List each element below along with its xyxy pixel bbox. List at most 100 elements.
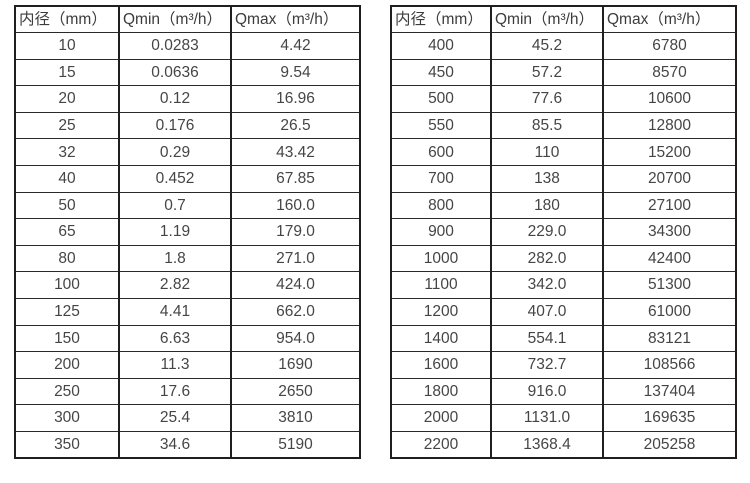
table-cell: 600 bbox=[391, 138, 491, 166]
table-cell: 200 bbox=[15, 351, 119, 379]
table-cell: 954.0 bbox=[230, 324, 360, 352]
table-cell: 42400 bbox=[602, 244, 736, 272]
table-cell: 40 bbox=[15, 165, 119, 193]
table-cell: 1800 bbox=[391, 377, 491, 405]
table-cell: 4.41 bbox=[118, 298, 231, 326]
table-row: 1400 554.1 83121 bbox=[391, 324, 736, 352]
table-row: 15 0.0636 9.54 bbox=[15, 58, 360, 86]
table-cell: 350 bbox=[15, 431, 119, 459]
table-cell: 1690 bbox=[230, 351, 360, 379]
table-cell: 4.42 bbox=[230, 32, 360, 60]
table-row: 32 0.29 43.42 bbox=[15, 138, 360, 166]
table-cell: 77.6 bbox=[490, 85, 603, 113]
table-cell: 250 bbox=[15, 377, 119, 405]
table-cell: 67.85 bbox=[230, 165, 360, 193]
flow-rate-table-large-diameters: 内径（mm） Qmin（m³/h） Qmax（m³/h） 400 45.2 6780 45… bbox=[390, 5, 737, 460]
table-cell: 0.0283 bbox=[118, 32, 231, 60]
table-cell: 6780 bbox=[602, 32, 736, 60]
column-header: 内径（mm） bbox=[19, 10, 107, 28]
table-cell: 342.0 bbox=[490, 271, 603, 299]
table-header-row: 内径（mm） Qmin（m³/h） Qmax（m³/h） bbox=[15, 6, 360, 33]
table-row: 25 0.176 26.5 bbox=[15, 111, 360, 139]
table-cell: 10 bbox=[15, 32, 119, 60]
table-cell: 1131.0 bbox=[490, 404, 603, 432]
table-cell: 662.0 bbox=[230, 298, 360, 326]
table-row: 500 77.6 10600 bbox=[391, 85, 736, 113]
table-cell: 6.63 bbox=[118, 324, 231, 352]
table-cell: 9.54 bbox=[230, 58, 360, 86]
table-cell: 0.176 bbox=[118, 111, 231, 139]
table-cell: 180 bbox=[490, 191, 603, 219]
table-cell: 450 bbox=[391, 58, 491, 86]
table-cell: 160.0 bbox=[230, 191, 360, 219]
table-cell: 0.12 bbox=[118, 85, 231, 113]
table-cell: 137404 bbox=[602, 377, 736, 405]
table-cell: 65 bbox=[15, 218, 119, 246]
table-cell: 0.29 bbox=[118, 138, 231, 166]
table-cell: 45.2 bbox=[490, 32, 603, 60]
table-row: 800 180 27100 bbox=[391, 191, 736, 219]
table-cell: 80 bbox=[15, 244, 119, 272]
table-cell: 2.82 bbox=[118, 271, 231, 299]
table-cell: 300 bbox=[15, 404, 119, 432]
table-cell: 500 bbox=[391, 85, 491, 113]
table-row: 1600 732.7 108566 bbox=[391, 351, 736, 379]
table-row: 250 17.6 2650 bbox=[15, 377, 360, 405]
table-cell: 1.8 bbox=[118, 244, 231, 272]
table-cell: 1368.4 bbox=[490, 431, 603, 459]
table-row: 700 138 20700 bbox=[391, 165, 736, 193]
table-cell: 800 bbox=[391, 191, 491, 219]
table-row: 1000 282.0 42400 bbox=[391, 244, 736, 272]
flow-rate-table-small-diameters: 内径（mm） Qmin（m³/h） Qmax（m³/h） 10 0.0283 4.42 1… bbox=[14, 5, 361, 460]
table-cell: 20700 bbox=[602, 165, 736, 193]
table-row: 80 1.8 271.0 bbox=[15, 244, 360, 272]
table-cell: 61000 bbox=[602, 298, 736, 326]
table-cell: 100 bbox=[15, 271, 119, 299]
table-cell: 700 bbox=[391, 165, 491, 193]
table-cell: 16.96 bbox=[230, 85, 360, 113]
table-row: 600 110 15200 bbox=[391, 138, 736, 166]
table-row: 1200 407.0 61000 bbox=[391, 298, 736, 326]
column-header: Qmin（m³/h） bbox=[118, 6, 231, 33]
table-cell: 554.1 bbox=[490, 324, 603, 352]
table-cell: 25.4 bbox=[118, 404, 231, 432]
table-cell: 229.0 bbox=[490, 218, 603, 246]
table-cell: 550 bbox=[391, 111, 491, 139]
table-row: 100 2.82 424.0 bbox=[15, 271, 360, 299]
table-cell: 150 bbox=[15, 324, 119, 352]
table-cell: 17.6 bbox=[118, 377, 231, 405]
table-cell: 179.0 bbox=[230, 218, 360, 246]
table-row: 20 0.12 16.96 bbox=[15, 85, 360, 113]
table-cell: 15200 bbox=[602, 138, 736, 166]
table-row: 50 0.7 160.0 bbox=[15, 191, 360, 219]
table-row: 200 11.3 1690 bbox=[15, 351, 360, 379]
table-cell: 10600 bbox=[602, 85, 736, 113]
table-row: 400 45.2 6780 bbox=[391, 32, 736, 60]
table-row: 1100 342.0 51300 bbox=[391, 271, 736, 299]
table-cell: 32 bbox=[15, 138, 119, 166]
table-row: 125 4.41 662.0 bbox=[15, 298, 360, 326]
table-row: 1800 916.0 137404 bbox=[391, 377, 736, 405]
table-cell: 15 bbox=[15, 58, 119, 86]
table-cell: 138 bbox=[490, 165, 603, 193]
table-row: 150 6.63 954.0 bbox=[15, 324, 360, 352]
table-cell: 400 bbox=[391, 32, 491, 60]
table-cell: 20 bbox=[15, 85, 119, 113]
table-row: 65 1.19 179.0 bbox=[15, 218, 360, 246]
table-cell: 12800 bbox=[602, 111, 736, 139]
table-cell: 169635 bbox=[602, 404, 736, 432]
table-cell: 1400 bbox=[391, 324, 491, 352]
table-cell: 108566 bbox=[602, 351, 736, 379]
table-cell: 25 bbox=[15, 111, 119, 139]
table-row: 900 229.0 34300 bbox=[391, 218, 736, 246]
table-cell: 205258 bbox=[602, 431, 736, 459]
table-cell: 732.7 bbox=[490, 351, 603, 379]
table-cell: 0.452 bbox=[118, 165, 231, 193]
table-cell: 1.19 bbox=[118, 218, 231, 246]
table-row: 40 0.452 67.85 bbox=[15, 165, 360, 193]
table-cell: 34.6 bbox=[118, 431, 231, 459]
table-row: 2200 1368.4 205258 bbox=[391, 431, 736, 459]
table-cell: 125 bbox=[15, 298, 119, 326]
table-row: 10 0.0283 4.42 bbox=[15, 32, 360, 60]
